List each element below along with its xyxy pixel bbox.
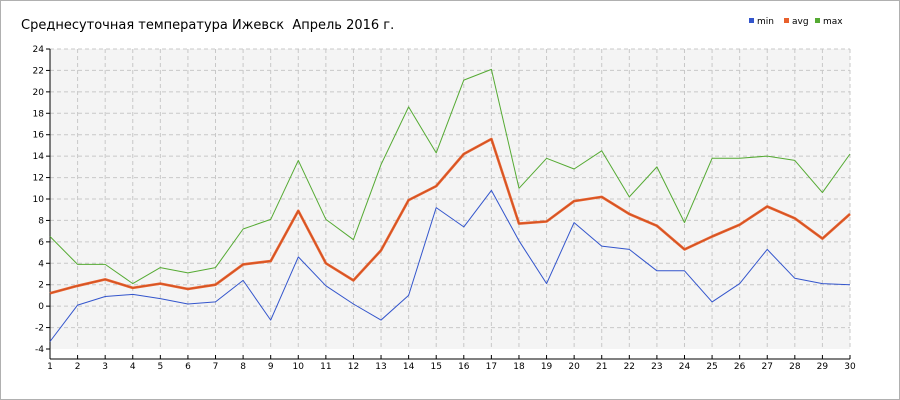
x-tick-label: 19 (541, 362, 553, 372)
x-tick-label: 20 (568, 362, 580, 372)
legend-swatch-max (815, 18, 820, 23)
x-tick-label: 12 (348, 362, 359, 372)
x-tick-label: 1 (47, 362, 53, 372)
x-tick-label: 25 (706, 362, 717, 372)
x-tick-label: 27 (762, 362, 773, 372)
x-tick-label: 11 (320, 362, 331, 372)
series-lines (49, 68, 851, 342)
x-tick-label: 3 (102, 362, 108, 372)
x-tick-label: 13 (375, 362, 386, 372)
x-tick-label: 9 (268, 362, 274, 372)
y-tick-label: 18 (33, 109, 45, 119)
x-tick-label: 15 (430, 362, 441, 372)
legend: min avg max (749, 17, 843, 27)
x-tick-label: 16 (458, 362, 470, 372)
y-tick-label: 12 (33, 174, 44, 184)
legend-swatch-avg (784, 18, 789, 23)
x-tick-label: 30 (844, 362, 856, 372)
legend-label-max: max (823, 17, 843, 27)
y-tick-label: 20 (33, 88, 45, 98)
x-tick-label: 17 (486, 362, 497, 372)
y-tick-label: 6 (38, 238, 44, 248)
x-tick-label: 2 (75, 362, 81, 372)
x-tick-label: 18 (513, 362, 525, 372)
x-tick-label: 21 (596, 362, 607, 372)
x-tick-label: 10 (293, 362, 305, 372)
x-tick-label: 5 (157, 362, 163, 372)
x-tick-label: 22 (624, 362, 635, 372)
x-tick-label: 23 (651, 362, 662, 372)
grid-lines (50, 48, 851, 349)
chart-title: Среднесуточная температура Ижевск Апрель… (21, 18, 395, 33)
y-tick-label: 14 (33, 152, 45, 162)
x-tick-label: 6 (185, 362, 191, 372)
y-tick-label: 4 (38, 259, 44, 269)
y-tick-label: 22 (33, 66, 44, 76)
legend-swatch-min (749, 18, 754, 23)
x-tick-label: 28 (789, 362, 801, 372)
legend-label-min: min (757, 17, 774, 27)
y-tick-label: 10 (33, 195, 45, 205)
series-line-max (49, 68, 851, 285)
x-tick-label: 8 (240, 362, 246, 372)
series-line-min (49, 189, 851, 342)
y-tick-label: 8 (38, 216, 44, 226)
y-tick-label: -4 (35, 345, 44, 355)
x-tick-label: 7 (213, 362, 219, 372)
y-tick-label: 0 (38, 302, 44, 312)
x-tick-label: 14 (403, 362, 415, 372)
y-tick-label: 16 (33, 131, 45, 141)
legend-label-avg: avg (792, 17, 809, 27)
y-tick-label: 2 (38, 281, 44, 291)
y-tick-label: 24 (33, 45, 45, 55)
x-tick-label: 29 (817, 362, 829, 372)
x-tick-label: 24 (679, 362, 691, 372)
series-line-avg-core (49, 138, 851, 294)
x-tick-label: 26 (734, 362, 746, 372)
x-tick-label: 4 (130, 362, 136, 372)
y-tick-label: -2 (35, 324, 44, 334)
